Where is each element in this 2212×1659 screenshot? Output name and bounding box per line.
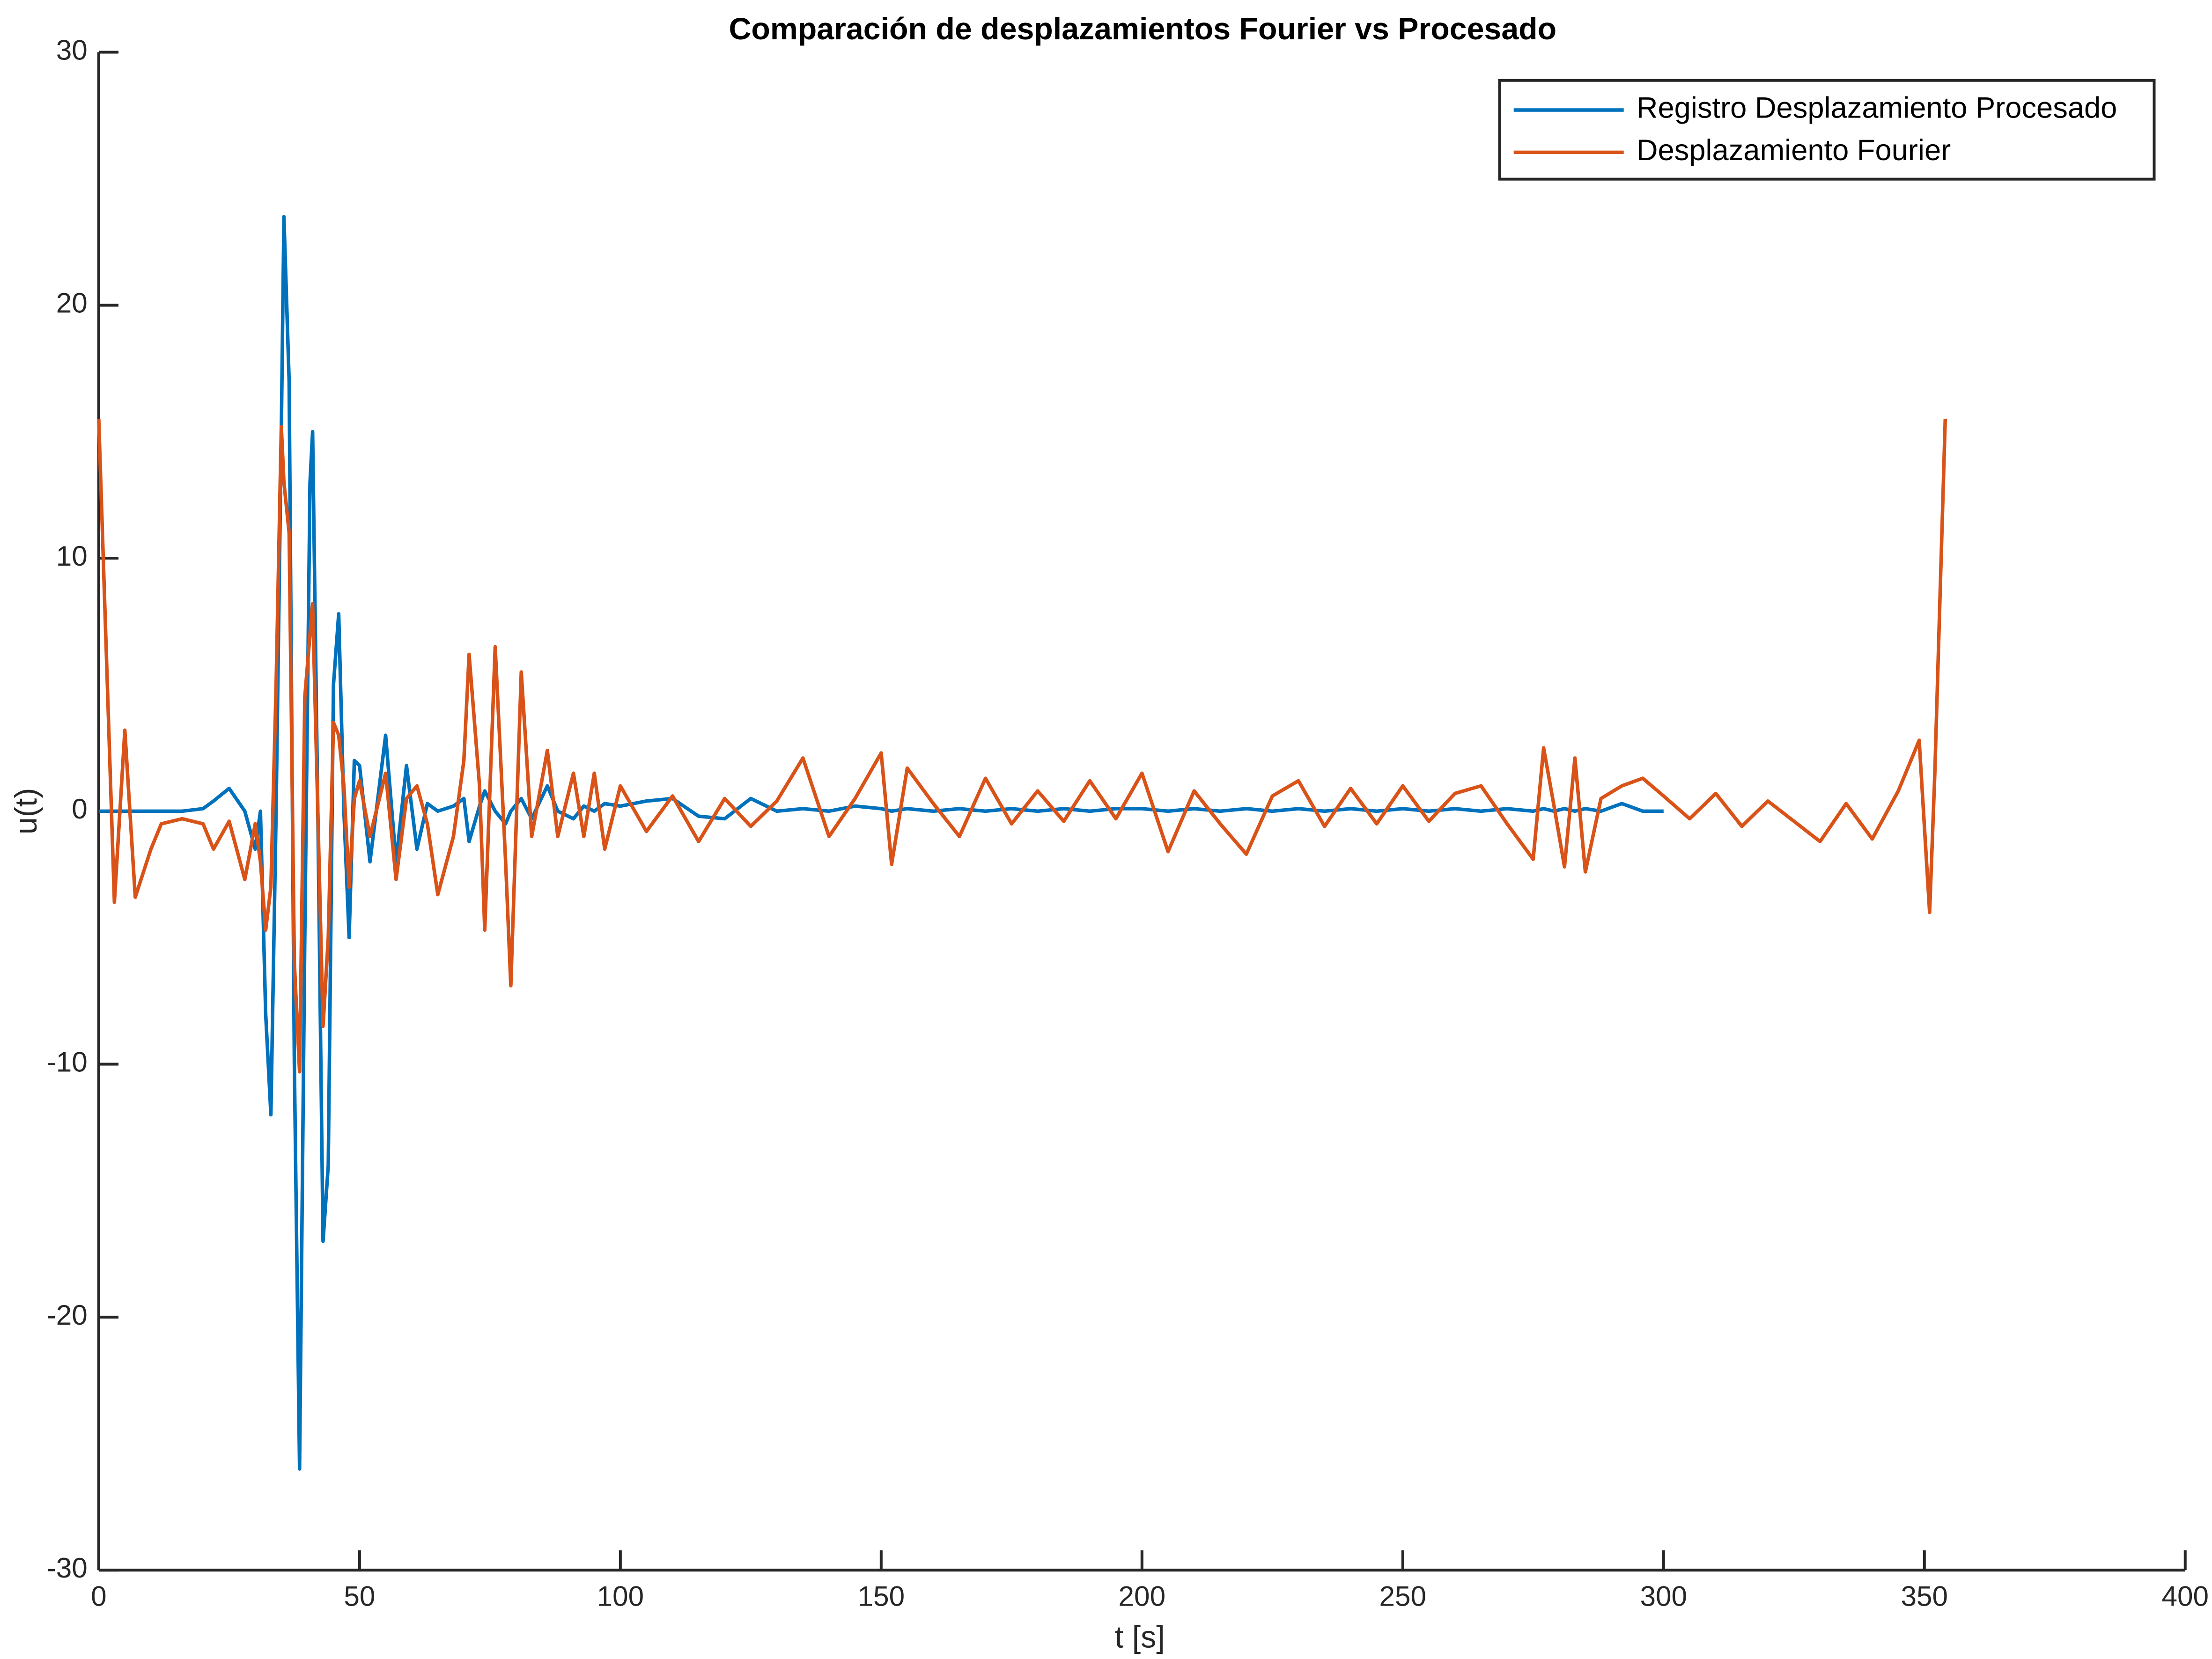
- legend-label: Desplazamiento Fourier: [1637, 134, 1951, 167]
- y-tick-label: 20: [56, 287, 88, 319]
- x-tick-label: 150: [858, 1580, 905, 1612]
- x-tick-label: 200: [1119, 1580, 1166, 1612]
- series-line: [97, 419, 1947, 1074]
- legend-label: Registro Desplazamiento Procesado: [1637, 92, 2117, 125]
- x-axis-label: t [s]: [1115, 1620, 1165, 1654]
- chart-title: Comparación de desplazamientos Fourier v…: [729, 12, 1557, 46]
- x-tick-label: 0: [91, 1580, 107, 1612]
- x-tick-label: 350: [1901, 1580, 1948, 1612]
- x-tick-label: 250: [1379, 1580, 1427, 1612]
- y-tick-label: -10: [47, 1046, 88, 1078]
- x-tick-label: 300: [1640, 1580, 1688, 1612]
- y-tick-label: 0: [72, 793, 88, 825]
- y-tick-label: 30: [56, 34, 88, 66]
- y-tick-label: 10: [56, 540, 88, 572]
- x-tick-label: 50: [344, 1580, 375, 1612]
- x-tick-label: 400: [2161, 1580, 2209, 1612]
- y-axis-label: u(t): [9, 788, 44, 834]
- y-tick-label: -30: [47, 1552, 88, 1584]
- legend-box: [1498, 79, 2156, 181]
- y-tick-label: -20: [47, 1299, 88, 1331]
- x-tick-label: 100: [597, 1580, 644, 1612]
